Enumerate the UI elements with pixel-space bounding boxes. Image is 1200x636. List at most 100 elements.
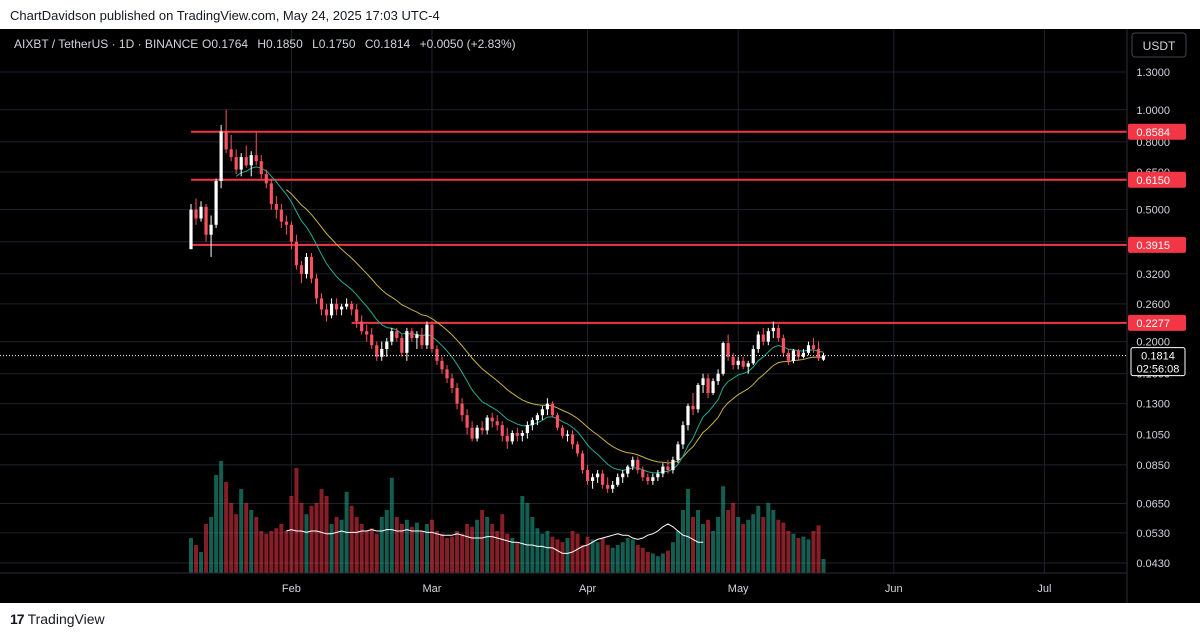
tradingview-logo[interactable]: 17 TradingView [10,611,105,627]
volume-bar [359,524,364,573]
candle-body [370,334,374,346]
candle [596,470,600,483]
candle-body [555,415,560,428]
candle-body [445,369,449,379]
currency-button-label: USDT [1143,39,1176,53]
candle-body [776,327,780,339]
candle-body [350,303,354,310]
candle [696,383,700,413]
level-label: 0.8584 [1136,127,1170,139]
candle-body [575,444,580,454]
volume-bar [480,510,485,573]
price-chart[interactable]: 1.30001.00000.80000.65000.50000.40000.32… [0,29,1200,603]
time-tick-label: Mar [422,583,441,595]
published-by-text: ChartDavidson published on TradingView.c… [10,8,440,23]
candle [806,341,811,356]
candle-body [806,345,811,353]
volume-bar [635,545,640,573]
candle [380,341,384,361]
volume-bar [429,519,434,573]
ema-fast-line [235,166,824,474]
volume-bar [279,524,284,573]
candle-body [786,352,790,361]
candle [671,456,675,474]
volume-bar [224,482,229,573]
volume-bar [485,517,490,573]
candle [651,473,655,485]
volume-bar [204,524,209,573]
candle-body [726,343,730,357]
level-label: 0.2277 [1136,318,1170,330]
candle [209,215,213,257]
tradingview-logo-icon: 17 [10,611,25,627]
volume-bar [199,552,204,573]
candle [756,331,760,353]
volume-bar [605,545,610,573]
candle [304,252,309,279]
candle-body [646,477,650,481]
candle-body [756,334,760,349]
time-tick-label: Apr [579,583,596,595]
currency-button[interactable]: USDT [1131,32,1187,58]
candle-body [189,209,193,250]
candle-body [324,309,329,316]
volume-bar [229,503,234,573]
level-label: 0.3915 [1136,240,1170,252]
volume-bar [550,536,555,573]
candle [585,464,590,485]
candle [535,412,539,426]
volume-bar [806,539,811,573]
volume-bar [796,538,801,573]
candle [721,341,725,376]
candle-body [591,477,595,481]
candle-body [239,157,243,170]
candle-body [731,356,735,366]
candle-body [299,265,304,274]
candle [781,334,785,357]
candle [324,303,329,322]
candle-body [355,309,359,322]
volume-bar [746,519,751,573]
price-tick-label: 0.1050 [1136,429,1170,441]
volume-bar [650,553,655,573]
horizontal-levels [191,130,1127,324]
volume-bar [309,505,314,573]
candle [360,315,364,335]
price-tick-label: 0.0530 [1136,528,1170,540]
candle-body [811,345,816,349]
candle [505,427,509,449]
candle-body [334,303,339,310]
volume-bar [535,528,540,573]
candle-body [530,420,534,426]
candle-body [741,360,745,367]
candle [340,303,344,316]
candle [550,401,555,418]
candle-body [204,206,208,235]
volume-bar [384,510,389,573]
chart-area[interactable]: 1.30001.00000.80000.65000.50000.40000.32… [0,29,1200,603]
volume-bar [284,531,289,573]
candle-body [545,403,550,410]
candle [490,412,494,428]
price-tick-label: 0.5000 [1136,205,1170,217]
volume-bar [219,461,224,573]
footer: 17 TradingView [0,603,1200,636]
candle [646,473,650,485]
candle-body [415,334,419,339]
candle-body [385,341,389,349]
candle-body [791,350,795,361]
price-tick-label: 0.1300 [1136,399,1170,411]
candle [786,348,790,366]
candle-body [430,324,434,349]
candle-body [631,459,635,467]
candle [229,134,233,162]
volume-bar [379,517,384,573]
candle-body [440,360,444,370]
volume-bar [625,538,630,573]
candle [269,178,273,210]
level-label-box [1128,236,1186,253]
volume-bar [525,503,530,573]
candle [365,324,369,342]
candle-body [706,378,710,393]
candle [460,398,464,422]
